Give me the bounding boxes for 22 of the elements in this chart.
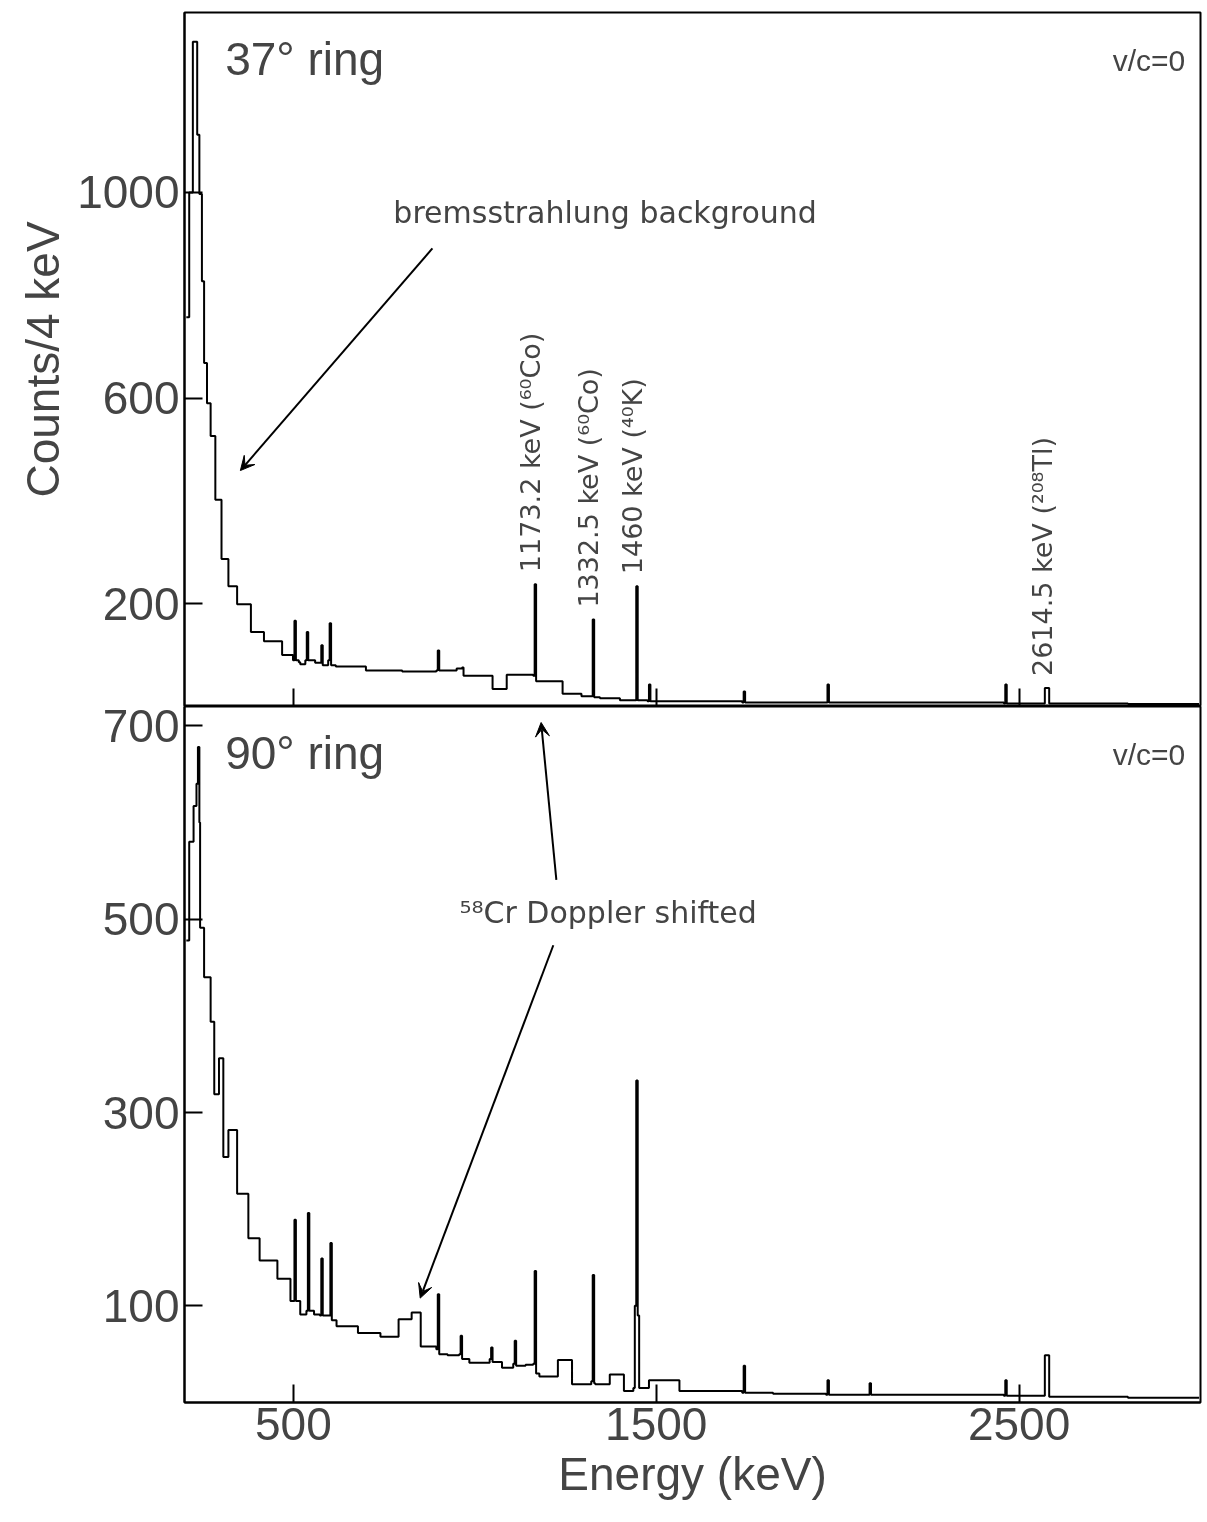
x-tick-label: 2500 [967, 1397, 1071, 1450]
annotation: v/c=0 [1112, 43, 1186, 77]
y-tick-label: 1000 [77, 166, 180, 219]
y-axis-title: Counts/4 keV [17, 221, 70, 498]
x-tick-label: 500 [254, 1397, 332, 1450]
y-tick-label: 700 [102, 699, 180, 752]
y-tick-label: 500 [102, 893, 180, 946]
annotation: 1332.5 keV (⁶⁰Co) [573, 368, 605, 608]
annotation: 90° ring [225, 727, 385, 780]
annotation: v/c=0 [1112, 737, 1186, 771]
y-tick-label: 600 [102, 372, 180, 425]
y-tick-label: 100 [102, 1279, 180, 1332]
x-axis-title: Energy (keV) [558, 1447, 827, 1500]
x-tick-label: 1500 [605, 1397, 708, 1450]
annotation: ⁵⁸Cr Doppler shifted [459, 895, 757, 931]
y-tick-label: 200 [102, 577, 180, 630]
annotation: 1460 keV (⁴⁰K) [616, 378, 648, 575]
y-tick-label: 300 [102, 1086, 180, 1139]
annotation: bremsstrahlung background [393, 194, 817, 230]
annotation: 37° ring [225, 33, 385, 86]
annotation: 1173.2 keV (⁶⁰Co) [515, 332, 547, 573]
annotation: 2614.5 keV (²⁰⁸Tl) [1026, 437, 1058, 676]
